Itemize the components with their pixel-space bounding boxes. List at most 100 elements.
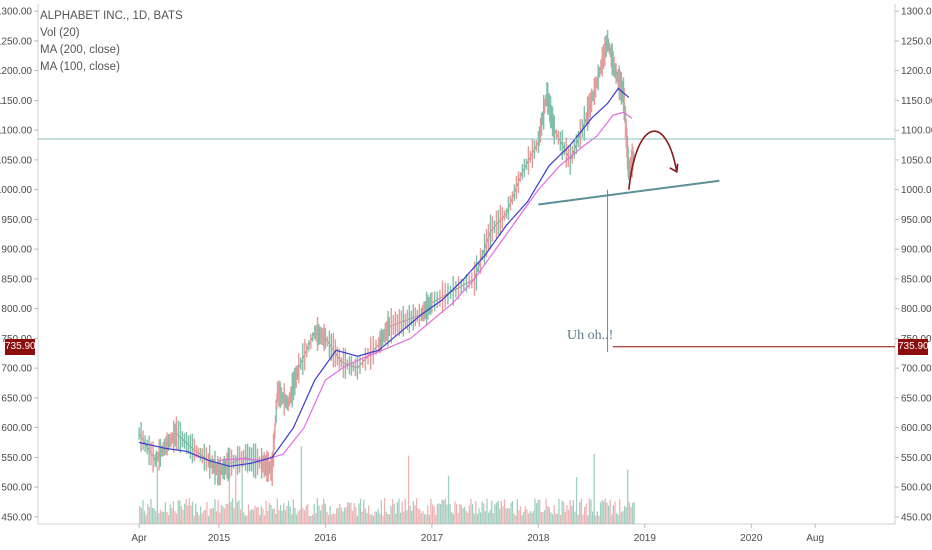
volume-bar xyxy=(276,498,278,524)
volume-bar xyxy=(587,515,589,524)
volume-bar xyxy=(214,499,216,524)
y-tick-label-left: 600.00 xyxy=(1,423,32,434)
volume-bar xyxy=(443,500,445,524)
volume-bar xyxy=(243,512,245,524)
volume-bar xyxy=(435,514,437,524)
volume-bar xyxy=(223,508,226,524)
volume-bar xyxy=(463,506,466,524)
volume-bar xyxy=(297,511,299,524)
y-tick-label-left: 900.00 xyxy=(1,245,32,256)
volume-bar xyxy=(249,510,251,524)
volume-bar xyxy=(139,505,141,524)
volume-bar xyxy=(363,499,365,524)
y-tick-label-left: 1000.00 xyxy=(0,185,32,196)
volume-bar xyxy=(606,502,608,524)
volume-bar xyxy=(555,513,557,524)
volume-bar xyxy=(377,508,379,524)
volume-bar xyxy=(383,498,386,524)
volume-bar xyxy=(492,513,494,524)
volume-bar xyxy=(487,512,490,524)
volume-bar xyxy=(526,509,528,524)
volume-bar xyxy=(151,508,154,524)
volume-bar xyxy=(588,498,590,524)
y-tick-label-left: 950.00 xyxy=(1,215,32,226)
volume-bar xyxy=(326,511,328,524)
volume-bar xyxy=(476,513,478,524)
volume-bar xyxy=(332,513,334,524)
volume-bar xyxy=(145,514,147,524)
volume-bar xyxy=(548,507,550,524)
volume-bar xyxy=(182,509,184,524)
volume-bar xyxy=(215,511,218,524)
volume-bar xyxy=(582,514,584,524)
y-tick-label-right: 1300.00 xyxy=(901,7,932,18)
y-tick-label-right: 800.00 xyxy=(901,304,932,315)
y-tick-label-left: 1050.00 xyxy=(0,155,32,166)
y-tick-label-right: 1150.00 xyxy=(901,96,932,107)
volume-bar xyxy=(350,502,352,524)
volume-bar xyxy=(206,501,208,524)
volume-bar xyxy=(449,504,451,524)
volume-bar xyxy=(198,515,200,524)
volume-bar xyxy=(220,505,222,524)
volume-bar xyxy=(299,509,301,524)
volume-bar xyxy=(452,513,454,524)
volume-bar xyxy=(604,498,606,524)
volume-bar xyxy=(583,506,586,524)
y-tick-label-right: 550.00 xyxy=(901,453,932,464)
volume-bar xyxy=(387,513,389,524)
volume-bar xyxy=(388,514,390,524)
volume-bar xyxy=(339,503,341,524)
volume-bar xyxy=(545,498,547,524)
volume-bar xyxy=(599,502,602,524)
volume-bar xyxy=(281,511,283,524)
volume-bar xyxy=(334,514,336,524)
y-tick-label-right: 700.00 xyxy=(901,364,932,375)
volume-bar xyxy=(478,508,480,524)
volume-bar xyxy=(628,502,630,524)
volume-bar xyxy=(307,504,309,524)
volume-bar xyxy=(596,511,598,524)
volume-bar xyxy=(356,515,358,524)
volume-bar xyxy=(471,504,474,524)
volume-bar xyxy=(611,514,613,524)
volume-bar xyxy=(318,505,320,524)
volume-bar xyxy=(335,508,338,524)
y-tick-label-left: 1150.00 xyxy=(0,96,32,107)
volume-bar xyxy=(412,501,414,524)
volume-bar xyxy=(230,501,232,524)
volume-bar xyxy=(491,500,493,524)
volume-bar xyxy=(294,507,296,524)
volume-bar xyxy=(268,502,270,524)
volume-bar xyxy=(550,512,552,524)
volume-bar xyxy=(614,501,616,524)
volume-bar xyxy=(414,505,416,524)
volume-bar xyxy=(451,512,453,524)
y-tick-label-left: 500.00 xyxy=(1,483,32,494)
volume-bar xyxy=(558,498,560,524)
volume-bar xyxy=(484,511,486,524)
volume-bar xyxy=(185,498,187,524)
volume-bar xyxy=(153,508,155,524)
volume-bar xyxy=(375,511,378,524)
volume-bar xyxy=(540,512,542,524)
volume-bar xyxy=(241,460,243,524)
volume-bar xyxy=(155,510,157,524)
projection-arrow xyxy=(628,130,678,190)
volume-bar xyxy=(244,515,246,524)
price-marker-right: 735.90 xyxy=(898,338,929,355)
y-tick-label-left: 700.00 xyxy=(1,364,32,375)
volume-bar xyxy=(385,511,387,524)
volume-bar xyxy=(347,502,349,524)
volume-bar xyxy=(427,505,429,524)
volume-bar xyxy=(169,504,171,524)
volume-bar xyxy=(267,511,269,524)
volume-bar xyxy=(585,503,587,524)
volume-bar xyxy=(211,508,213,524)
x-axis: Apr 2015 2016 2017 2018 2019 2020 Aug xyxy=(131,524,824,544)
volume-bar xyxy=(148,507,150,524)
volume-bar xyxy=(455,503,458,524)
volume-bar xyxy=(531,512,533,524)
volume-bar xyxy=(462,508,464,524)
